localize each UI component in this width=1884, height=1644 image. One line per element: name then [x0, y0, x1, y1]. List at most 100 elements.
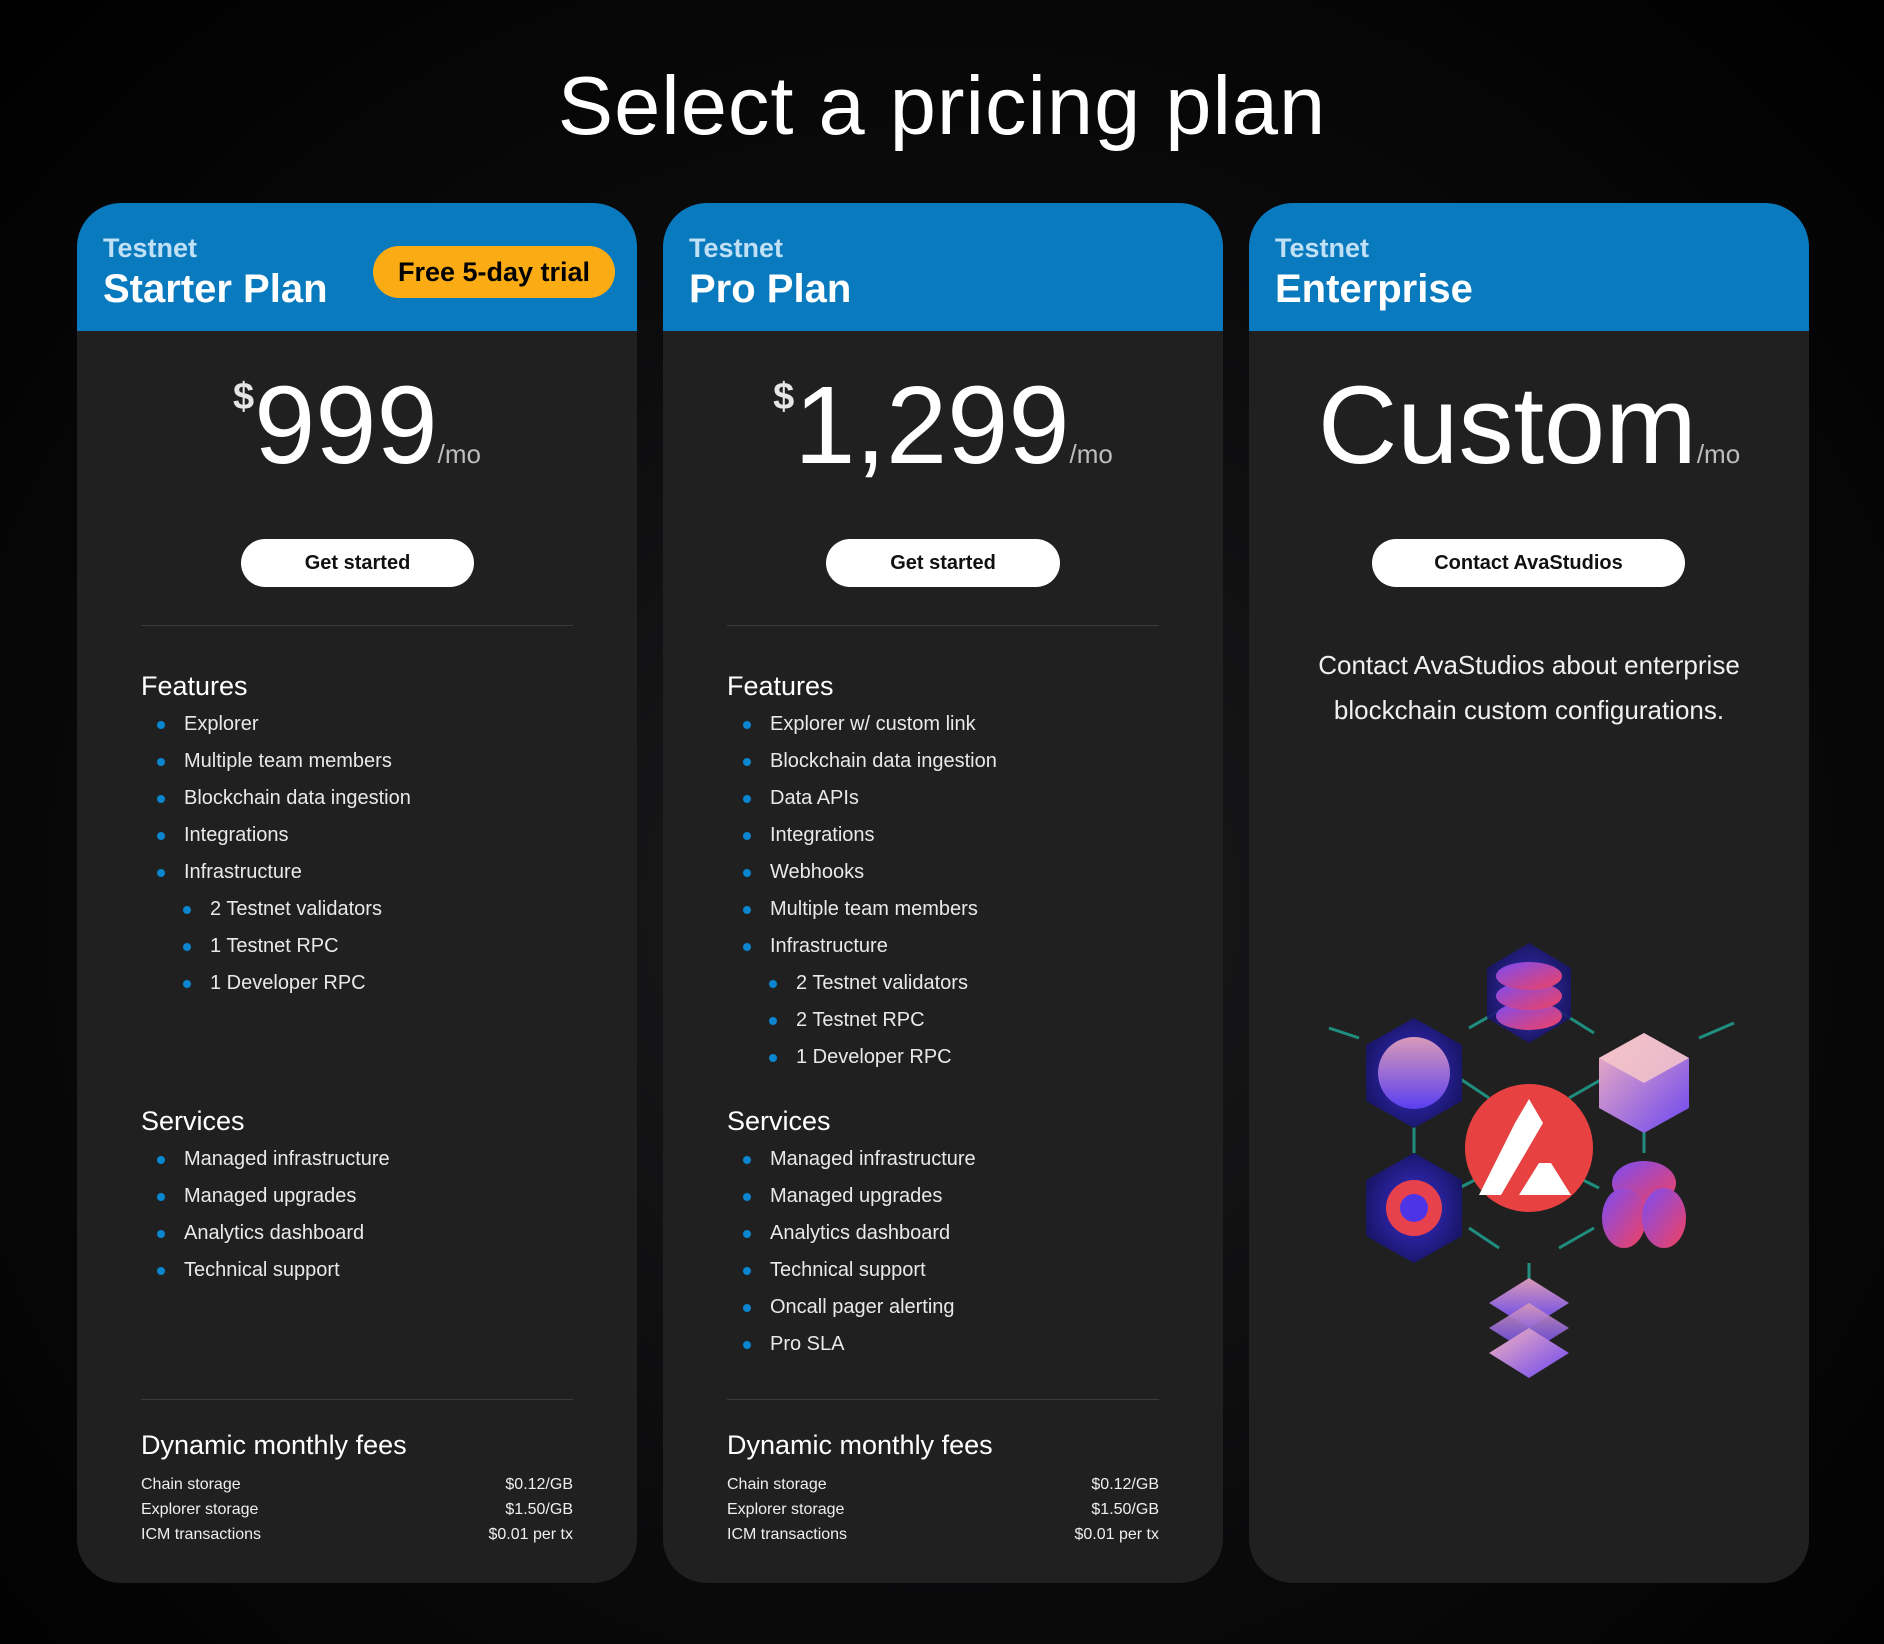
contact-button[interactable]: Contact AvaStudios [1372, 539, 1685, 587]
bullet-icon [743, 832, 751, 840]
feature-label: 2 Testnet RPC [796, 1009, 925, 1031]
feature-subitem: 1 Testnet RPC [141, 928, 581, 965]
bullet-icon [157, 832, 165, 840]
bullet-icon [743, 1156, 751, 1164]
fee-label: Chain storage [727, 1476, 827, 1493]
feature-item: Integrations [727, 817, 1167, 854]
service-item: Managed infrastructure [141, 1141, 581, 1178]
feature-label: Infrastructure [184, 861, 302, 883]
feature-subitem: 1 Developer RPC [141, 965, 581, 1002]
feature-subitem: 2 Testnet RPC [727, 1002, 1167, 1039]
bullet-icon [157, 721, 165, 729]
plan-header: Testnet Pro Plan [663, 203, 1223, 331]
fee-label: Chain storage [141, 1476, 241, 1493]
price-period: /mo [1069, 439, 1113, 469]
features-list: Explorer Multiple team members Blockchai… [141, 706, 581, 1002]
fee-row: Chain storage $0.12/GB [727, 1476, 1159, 1501]
feature-item: Multiple team members [727, 891, 1167, 928]
feature-label: Integrations [770, 824, 875, 846]
feature-item: Data APIs [727, 780, 1167, 817]
plan-kicker: Testnet [103, 233, 198, 263]
fee-label: ICM transactions [141, 1526, 262, 1543]
service-label: Managed infrastructure [770, 1148, 976, 1170]
service-item: Managed upgrades [727, 1178, 1167, 1215]
fee-value: $1.50/GB [505, 1501, 573, 1518]
price-amount: 1,299 [794, 364, 1070, 487]
price-amount: 999 [254, 364, 438, 487]
features-title: Features [727, 671, 834, 701]
get-started-button[interactable]: Get started [826, 539, 1060, 587]
divider [727, 1399, 1159, 1400]
plan-header: Testnet Enterprise [1249, 203, 1809, 331]
services-list: Managed infrastructure Managed upgrades … [727, 1141, 1167, 1363]
service-label: Oncall pager alerting [770, 1296, 955, 1318]
services-list: Managed infrastructure Managed upgrades … [141, 1141, 581, 1289]
service-label: Pro SLA [770, 1333, 845, 1355]
price-period: /mo [1696, 439, 1741, 469]
feature-label: Infrastructure [770, 935, 888, 957]
layers-icon [1489, 1278, 1569, 1378]
fee-label: ICM transactions [727, 1526, 848, 1543]
fee-row: ICM transactions $0.01 per tx [141, 1526, 573, 1551]
bullet-icon [743, 721, 751, 729]
fee-row: ICM transactions $0.01 per tx [727, 1526, 1159, 1551]
plan-card-enterprise: Testnet Enterprise Custom/mo Contact Ava… [1249, 203, 1809, 1583]
fee-row: Explorer storage $1.50/GB [141, 1501, 573, 1526]
feature-item: Blockchain data ingestion [141, 780, 581, 817]
page-title: Select a pricing plan [557, 59, 1327, 152]
bullet-icon [157, 795, 165, 803]
database-icon [1487, 943, 1571, 1043]
feature-subitem: 2 Testnet validators [141, 891, 581, 928]
price: $999/mo [77, 368, 637, 484]
sphere-icon [1366, 1018, 1462, 1128]
price-currency: $ [773, 376, 795, 418]
price-currency: $ [232, 376, 255, 418]
bullet-icon [183, 943, 191, 951]
fees-title: Dynamic monthly fees [727, 1430, 993, 1460]
flower-icon [1602, 1161, 1686, 1248]
feature-label: 1 Testnet RPC [210, 935, 339, 957]
bullet-icon [743, 1341, 751, 1349]
bullet-icon [183, 980, 191, 988]
divider [141, 1399, 573, 1400]
feature-label: Explorer [184, 713, 259, 735]
feature-item: Explorer [141, 706, 581, 743]
plan-kicker: Testnet [689, 233, 784, 263]
bullet-icon [743, 795, 751, 803]
bullet-icon [743, 943, 751, 951]
bullet-icon [743, 869, 751, 877]
service-label: Technical support [184, 1259, 340, 1281]
plan-name: Enterprise [1275, 267, 1473, 311]
avalanche-network-illustration [1328, 943, 1735, 1378]
feature-label: 2 Testnet validators [210, 898, 382, 920]
divider [141, 625, 573, 626]
price: Custom/mo [1249, 368, 1809, 484]
feature-item: Multiple team members [141, 743, 581, 780]
feature-label: Webhooks [770, 861, 865, 883]
feature-item: Blockchain data ingestion [727, 743, 1167, 780]
price-amount: Custom [1317, 364, 1697, 487]
service-label: Technical support [770, 1259, 926, 1281]
feature-label: 1 Developer RPC [210, 972, 366, 994]
fee-value: $0.01 per tx [488, 1526, 574, 1543]
bullet-icon [743, 1193, 751, 1201]
fee-value: $0.12/GB [1091, 1476, 1159, 1493]
feature-label: Multiple team members [770, 898, 978, 920]
bullet-icon [157, 1193, 165, 1201]
bullet-icon [769, 1017, 777, 1025]
plan-name: Starter Plan [103, 267, 328, 311]
feature-item: Infrastructure [727, 928, 1167, 965]
feature-label: Blockchain data ingestion [184, 787, 411, 809]
plan-kicker: Testnet [1275, 233, 1370, 263]
get-started-button[interactable]: Get started [241, 539, 474, 587]
service-label: Managed upgrades [770, 1185, 943, 1207]
bullet-icon [769, 1054, 777, 1062]
service-item: Managed upgrades [141, 1178, 581, 1215]
service-label: Analytics dashboard [184, 1222, 365, 1244]
services-title: Services [141, 1106, 245, 1136]
service-item: Pro SLA [727, 1326, 1167, 1363]
bullet-icon [157, 869, 165, 877]
feature-label: 2 Testnet validators [796, 972, 968, 994]
feature-item: Webhooks [727, 854, 1167, 891]
service-item: Analytics dashboard [141, 1215, 581, 1252]
